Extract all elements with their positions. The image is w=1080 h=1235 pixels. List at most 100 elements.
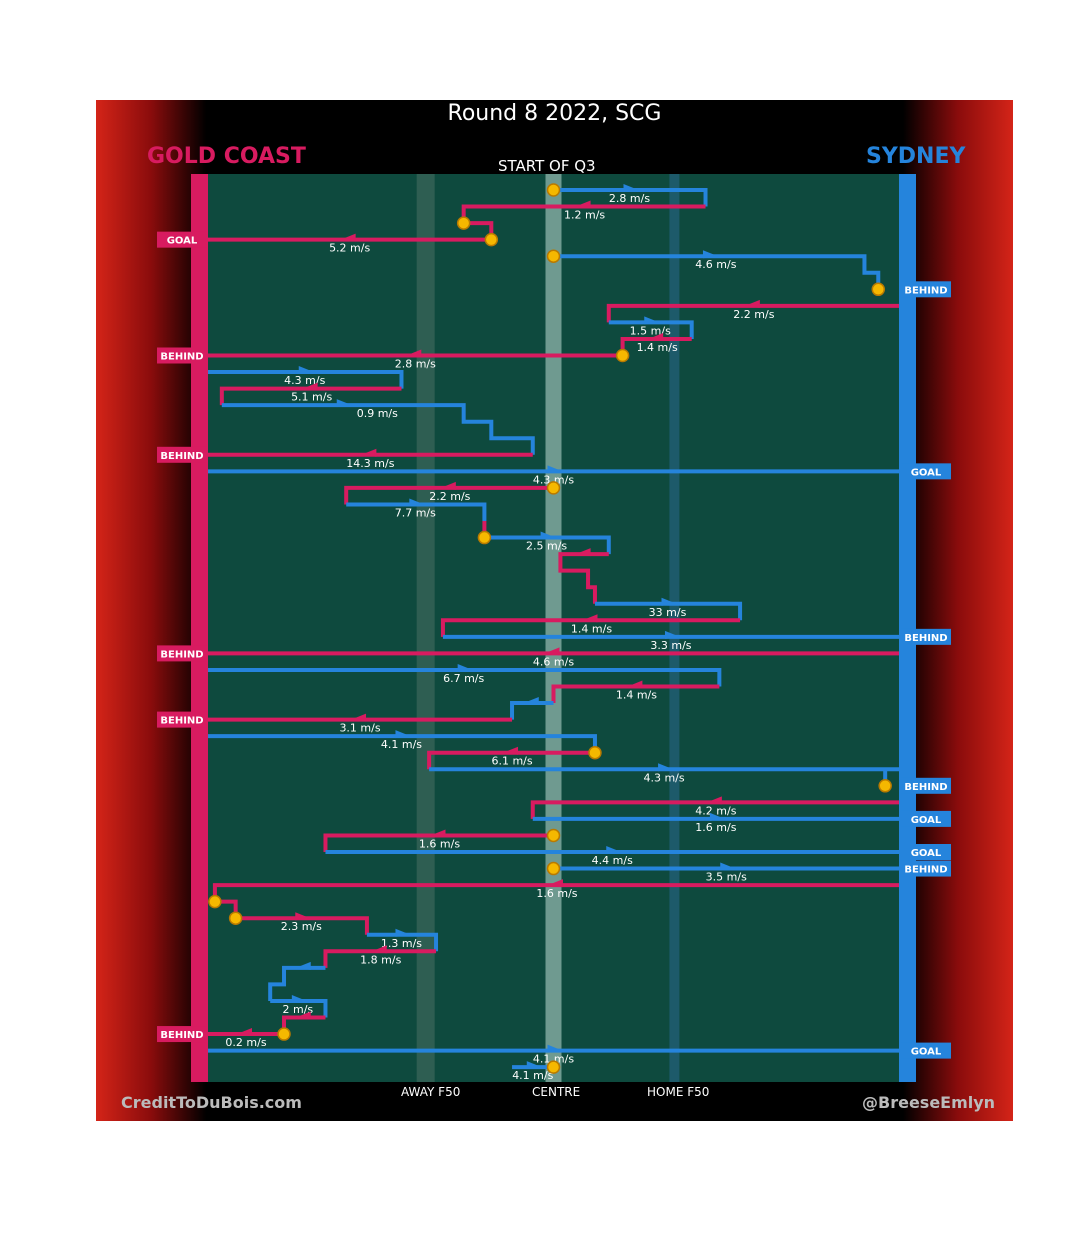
chain-28-speed-label: 4.3 m/s — [643, 771, 684, 784]
stoppage-11-marker — [546, 861, 561, 876]
chain-25-speed-label: 3.1 m/s — [339, 722, 380, 735]
stoppage-7-marker — [477, 530, 492, 545]
chain-18-arrow — [661, 597, 677, 606]
chain-30-result-badge — [901, 810, 951, 827]
chain-7-arrow — [406, 349, 422, 358]
chain-5-arrow — [644, 316, 660, 325]
chain-40-speed-label: 2 m/s — [283, 1003, 314, 1016]
chain-34-speed-label: 1.6 m/s — [536, 887, 577, 900]
chain-42-arrow — [237, 1028, 253, 1037]
chain-36-line — [235, 916, 369, 935]
centre-band — [545, 174, 562, 1082]
chain-8-line — [208, 370, 404, 389]
stoppage-9-marker — [878, 779, 892, 793]
chain-11-result-badge — [157, 446, 207, 463]
chain-29-arrow — [706, 796, 722, 805]
chain-25-result-label: BEHIND — [160, 716, 203, 727]
chain-40-arrow — [291, 994, 307, 1003]
chain-0-line — [553, 188, 708, 207]
chain-16-arrow — [540, 531, 556, 540]
chain-37-speed-label: 1.3 m/s — [381, 937, 422, 950]
chain-39-line — [268, 965, 326, 1001]
chain-3-result-badge — [901, 281, 951, 298]
chain-21-speed-label: 4.6 m/s — [533, 655, 574, 668]
chain-28-result-badge — [901, 777, 951, 794]
chain-40-line — [270, 998, 328, 1018]
chain-12-arrow — [547, 465, 563, 474]
chain-37-line — [366, 932, 439, 952]
stoppage-4-marker — [871, 282, 886, 297]
chain-30-result-label: GOAL — [911, 815, 942, 826]
chain-4-arrow — [744, 299, 760, 308]
chain-38-arrow — [371, 945, 387, 954]
chain-24-arrow — [523, 697, 539, 706]
chain-20-result-label: BEHIND — [904, 633, 947, 644]
chain-2-result-label: GOAL — [167, 236, 198, 247]
chain-20-arrow — [664, 630, 680, 639]
chain-43-result-label: GOAL — [911, 1047, 942, 1058]
chain-10-line — [221, 403, 535, 455]
chain-26-arrow — [395, 730, 411, 739]
chain-18-line — [594, 601, 743, 621]
chain-32-result-label: GOAL — [911, 848, 942, 859]
chain-12-result-label: GOAL — [911, 467, 942, 478]
chain-27-arrow — [503, 746, 519, 755]
chain-19-line — [440, 618, 741, 637]
chain-42-result-label: BEHIND — [160, 1030, 203, 1041]
chain-12-result-badge — [901, 463, 951, 480]
chain-2-result-badge — [157, 231, 207, 248]
chain-22-speed-label: 6.7 m/s — [443, 672, 484, 685]
chain-37-arrow — [395, 928, 411, 937]
chain-20-speed-label: 3.3 m/s — [650, 639, 691, 652]
chain-33-result-label: BEHIND — [904, 865, 947, 876]
chain-4-line — [606, 303, 899, 323]
chain-23-speed-label: 1.4 m/s — [616, 689, 657, 702]
chain-2-speed-label: 5.2 m/s — [329, 242, 370, 255]
chain-33-speed-label: 3.5 m/s — [706, 871, 747, 884]
chain-33-arrow — [720, 862, 736, 871]
chain-1-arrow — [575, 200, 591, 209]
chain-23-line — [551, 684, 720, 704]
stoppage-0-marker — [546, 183, 561, 197]
chain-42-speed-label: 0.2 m/s — [225, 1036, 266, 1049]
chain-0-speed-label: 2.8 m/s — [609, 192, 650, 205]
chain-17-line — [558, 552, 609, 604]
chain-38-line — [323, 949, 437, 968]
chain-39-arrow — [295, 961, 311, 970]
quarter-label: START OF Q3 — [498, 157, 596, 175]
chain-36-arrow — [295, 912, 311, 921]
chain-32-result-badge — [901, 844, 951, 860]
chain-12-speed-label: 4.3 m/s — [533, 473, 574, 486]
chain-16-speed-label: 2.5 m/s — [526, 540, 567, 553]
stoppage-13-marker — [228, 911, 243, 925]
credit-text: CreditToDuBois.com — [121, 1093, 302, 1112]
chain-11-result-label: BEHIND — [160, 451, 203, 462]
chain-26-speed-label: 4.1 m/s — [381, 738, 422, 751]
chain-25-result-badge — [157, 711, 207, 728]
chain-44-speed-label: 4.1 m/s — [512, 1069, 553, 1082]
chain-31-line — [323, 833, 554, 852]
gold-coast-goal-post — [191, 174, 208, 1082]
chain-21-result-label: BEHIND — [160, 649, 203, 660]
chain-43-speed-label: 4.1 m/s — [533, 1053, 574, 1066]
chain-3-result-label: BEHIND — [904, 285, 947, 296]
chain-38-speed-label: 1.8 m/s — [360, 953, 401, 966]
stoppage-10-marker — [546, 828, 561, 843]
chain-14-arrow — [409, 498, 425, 507]
chain-29-speed-label: 4.2 m/s — [695, 804, 736, 817]
chain-3-speed-label: 4.6 m/s — [695, 258, 736, 271]
chain-9-arrow — [302, 382, 318, 391]
chain-21-result-badge — [157, 645, 207, 662]
chain-41-arrow — [295, 1011, 311, 1020]
stoppage-12-marker — [208, 894, 222, 909]
chain-6-speed-label: 1.4 m/s — [637, 341, 678, 354]
chain-44-arrow — [526, 1061, 542, 1070]
chain-31-arrow — [430, 829, 446, 838]
chain-0-arrow — [623, 184, 639, 192]
chain-11-arrow — [361, 448, 377, 457]
stoppage-5-marker — [615, 348, 630, 363]
team-gold-coast-label: GOLD COAST — [147, 144, 306, 169]
home-f50-band — [669, 174, 680, 1082]
chain-9-line — [219, 386, 402, 406]
chain-7-result-label: BEHIND — [160, 352, 203, 363]
